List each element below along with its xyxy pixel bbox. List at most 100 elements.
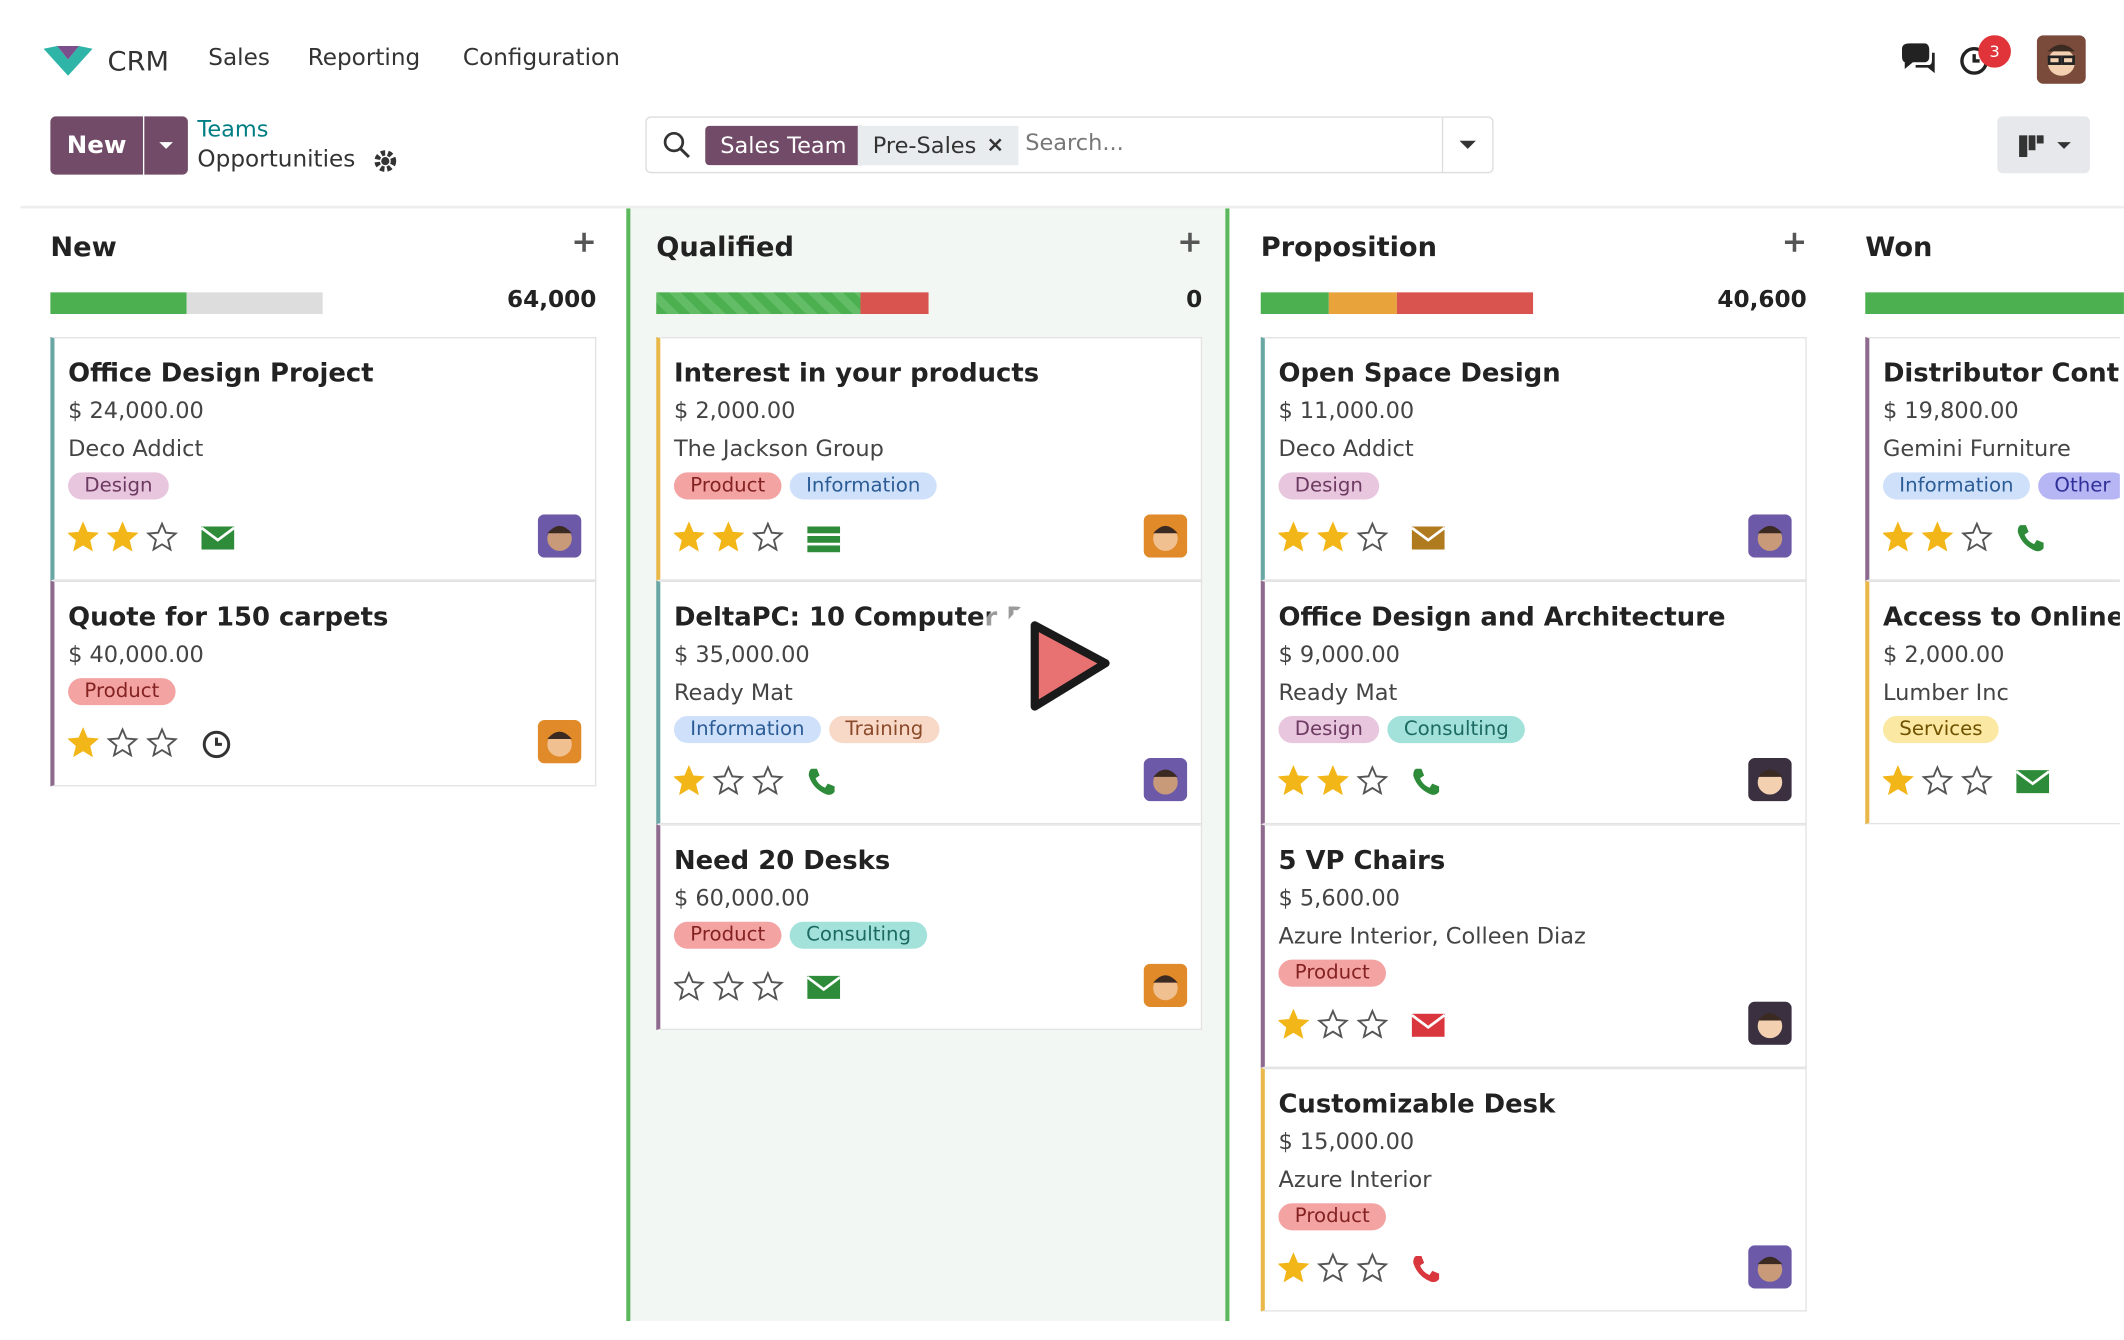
kanban-card[interactable]: Office Design and Architecture $ 9,000.00… xyxy=(1260,580,1807,825)
kanban-card[interactable]: Distributor Contract $ 19,800.00 Gemini Fu… xyxy=(1865,337,2120,581)
priority-stars[interactable] xyxy=(1882,521,2012,556)
progress-bar xyxy=(50,292,323,315)
priority-stars[interactable] xyxy=(1278,765,1407,800)
avatar-hair xyxy=(1757,525,1783,534)
icon-shape xyxy=(2015,770,2050,786)
priority-stars[interactable] xyxy=(1278,521,1407,556)
star-shape xyxy=(1960,521,1993,552)
activity-icon[interactable] xyxy=(1409,521,1447,556)
column-add[interactable] xyxy=(1782,225,1807,263)
priority-stars[interactable] xyxy=(1278,1252,1407,1287)
menu-item[interactable]: Reporting xyxy=(307,44,421,72)
activity-icon[interactable] xyxy=(1409,765,1447,800)
app-name[interactable]: CRM xyxy=(107,44,169,78)
avatar-hair xyxy=(1757,1013,1783,1021)
star-shape xyxy=(106,521,139,552)
column-header: Qualified 0 xyxy=(656,230,1202,314)
activity-icon[interactable] xyxy=(805,521,843,556)
search-toggle[interactable] xyxy=(1457,135,1479,154)
star-shape xyxy=(751,970,784,1001)
priority-stars[interactable] xyxy=(673,521,803,556)
star-shape xyxy=(1278,1008,1310,1039)
activity-icon[interactable] xyxy=(199,521,237,556)
star-shape xyxy=(1278,765,1310,796)
card-amount: $ 2,000.00 xyxy=(673,397,796,424)
breadcrumb-link[interactable]: Teams xyxy=(197,116,269,143)
priority-stars[interactable] xyxy=(68,727,197,762)
priority-stars[interactable] xyxy=(673,765,803,800)
column-title: New xyxy=(50,230,117,263)
star-shape xyxy=(1316,521,1349,552)
menu-item[interactable]: Sales xyxy=(208,44,270,72)
star-shape xyxy=(1278,521,1310,552)
kanban-card[interactable]: Quote for 150 carpets $ 40,000.00 Product xyxy=(50,580,597,787)
gear-icon[interactable] xyxy=(373,149,398,173)
priority-stars[interactable] xyxy=(673,970,803,1005)
priority-stars[interactable] xyxy=(68,521,197,556)
activity-icon[interactable] xyxy=(1409,1008,1447,1043)
card-customer: Deco Addict xyxy=(68,435,204,462)
star xyxy=(1356,521,1389,552)
tag: Product xyxy=(1278,1203,1387,1231)
kanban-card[interactable]: Interest in your products $ 2,000.00 The J… xyxy=(656,337,1203,581)
progress-bar xyxy=(656,292,929,315)
activity-icon[interactable] xyxy=(805,765,843,800)
icon-shape xyxy=(806,976,841,992)
tag: Information xyxy=(1882,472,2030,500)
activity-icon[interactable] xyxy=(2014,765,2052,800)
card-title: Quote for 150 carpets xyxy=(68,602,389,633)
activity-icon[interactable] xyxy=(805,970,843,1005)
search-bar[interactable] xyxy=(645,116,1494,174)
star xyxy=(751,970,784,1001)
app-logo xyxy=(43,46,93,76)
menu-item[interactable]: Configuration xyxy=(462,44,620,72)
icon-shape xyxy=(808,768,835,795)
icon-shape xyxy=(1413,768,1440,795)
card-title: Office Design Project xyxy=(68,358,374,389)
kanban-card[interactable]: Office Design Project $ 24,000.00 Deco Add… xyxy=(50,337,597,581)
column-header: Proposition 40,600 xyxy=(1261,230,1807,314)
icon-shape xyxy=(200,526,235,542)
activity-icon[interactable] xyxy=(1409,1252,1447,1287)
priority-stars[interactable] xyxy=(1278,1008,1407,1043)
search-input[interactable]: Search... xyxy=(1025,129,1124,156)
star-shape xyxy=(751,521,784,552)
new-button[interactable]: New xyxy=(50,116,143,175)
star xyxy=(146,727,178,758)
chat-icon[interactable] xyxy=(1899,43,1937,75)
tag: Other xyxy=(2038,472,2120,500)
tag: Design xyxy=(1278,716,1380,744)
tag: Consulting xyxy=(789,921,928,949)
kanban-card[interactable]: Need 20 Desks $ 60,000.00 Product Consultin… xyxy=(656,824,1203,1031)
divider xyxy=(20,205,2124,209)
facet-remove[interactable] xyxy=(987,137,1003,153)
tag: Product xyxy=(673,472,782,500)
priority-stars[interactable] xyxy=(1882,765,2012,800)
star xyxy=(712,970,745,1001)
column-add[interactable] xyxy=(572,225,597,263)
search-icon xyxy=(663,131,690,159)
column-add[interactable] xyxy=(1178,225,1203,263)
star-shape xyxy=(712,765,745,796)
new-dropdown[interactable] xyxy=(144,116,188,175)
card-footer xyxy=(1278,1234,1792,1296)
activity-icon[interactable] xyxy=(199,727,237,762)
view-switcher[interactable] xyxy=(1997,116,2090,174)
user-avatar[interactable] xyxy=(2036,35,2086,84)
kanban-card[interactable]: Customizable Desk $ 15,000.00 Azure Interi… xyxy=(1260,1067,1807,1312)
card-title: Open Space Design xyxy=(1278,358,1561,389)
column-header: New 64,000 xyxy=(50,230,596,314)
salesperson-avatar xyxy=(1748,514,1792,558)
kanban-card[interactable]: Access to Online Catalog $ 2,000.00 Lumber… xyxy=(1865,580,2120,825)
activity-icon[interactable] xyxy=(2014,521,2052,556)
star-shape xyxy=(712,970,745,1001)
card-customer: Ready Mat xyxy=(673,679,793,706)
card-customer: Azure Interior, Colleen Diaz xyxy=(1278,923,1586,949)
kanban-card[interactable]: 5 VP Chairs $ 5,600.00 Azure Interior, Col… xyxy=(1260,824,1807,1068)
tag-list: Design Consulting xyxy=(1278,712,1791,747)
tag: Product xyxy=(1278,959,1387,987)
play-button[interactable] xyxy=(953,582,1191,778)
avatar-hair xyxy=(1757,769,1783,777)
kanban-card[interactable]: Open Space Design $ 11,000.00 Deco Addict D… xyxy=(1260,337,1807,581)
card-footer xyxy=(68,709,582,771)
